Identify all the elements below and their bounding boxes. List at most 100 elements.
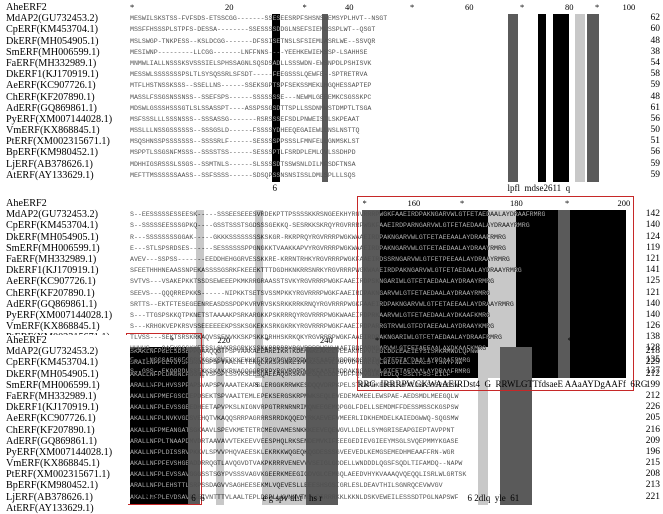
residue-count: 140 (645, 298, 660, 309)
ruler-mark: * (462, 335, 467, 345)
sequence-row: S--EESSSSSESSEESK-----SSSEESEEESVRDEKPTT… (130, 211, 546, 219)
residue-count: 212 (645, 390, 660, 401)
sequence-name: DkERF(MH054905.1) (6, 35, 99, 47)
sequence-row: HHHHS---QAEVGSSKKEESSLSVKRSGRKKSSKKRRRRR… (130, 345, 487, 353)
residue-count: 135 (645, 354, 660, 365)
sequence-name: AdERF(GQ869861.1) (6, 435, 97, 447)
sequence-name: PyERF(XM007144028.1) (6, 309, 113, 321)
sequence-name: PyERF(XM007144028.1) (6, 446, 113, 458)
sequence-name: SmERF(MH006599.1) (6, 379, 100, 391)
ruler-mark: 100 (622, 2, 636, 12)
conserved-column (216, 347, 224, 505)
ruler-mark: * (302, 2, 307, 12)
alignment-block-1: * 20 * 40 * 60 * 80 * 100 MESWILSKSTSS-FVFSDS-ETS… (0, 2, 663, 193)
sequence-name: PtERF(XM002315671.1) (6, 469, 110, 481)
sequence-name: LjERF(AB378626.1) (6, 491, 93, 503)
sequence-name: VmERF(KX868845.1) (6, 125, 100, 137)
residue-count: 128 (645, 343, 660, 354)
ruler-mark: * (375, 335, 380, 345)
ruler-mark: 160 (407, 198, 421, 208)
sequence-name: DkERF(MH054905.1) (6, 368, 99, 380)
residue-count (630, 198, 660, 209)
conserved-column (570, 210, 626, 378)
sequence-row: AKALLNFPLDAGNLPGGNCVSPSPLSSVKSEESQAEEAQG… (130, 370, 451, 378)
conserved-column (575, 14, 585, 182)
ruler-mark: * (170, 335, 175, 345)
sequence-name: MdAP2(GU732453.2) (6, 346, 98, 358)
sequence-row: AKALLNFPLEVSSGEEDHEETAPVPKSLNIGNVRPGTRRN… (130, 404, 459, 412)
ruler-mark: 240 (320, 335, 333, 345)
conserved-column (500, 347, 532, 505)
sequence-row: R---SSSSSSSSGGAK-----GKKKSSSSSSSSKSKGR-R… (130, 233, 506, 241)
sequence-name: DkERF1(KJ170919.1) (6, 402, 99, 414)
sequence-row: AKALLNFPLEVDSAVPAEIVNTTTVLAALTEPLDSPLLKV… (130, 493, 459, 501)
sequence-row: MNMWLIALLNSSSKSVSSSIELSPHSSAGNLSQSDSADLL… (130, 59, 372, 67)
ruler-mark: * (362, 198, 367, 208)
sequence-row: MEFTTMSSSSSSAASS--SSFSSSS------SDSQPSSNS… (130, 171, 356, 179)
conserved-column (478, 347, 488, 505)
sequence-name: ChERF(KF207890.1) (6, 91, 95, 103)
sequence-row: SRTTS--EKTFTESEGEENREASDSSPDPKVRVRVSKSRK… (130, 300, 514, 308)
residue-count: 125 (645, 276, 660, 287)
sequence-row: E---LNSSSAEKSEGSSKKGSKSVEKKKEKKKEKRQYRGV… (130, 356, 471, 364)
consensus-text: RRG IRRRPWGKWAAEIRDst4 G RRWLGTTfdsaeE A… (357, 379, 648, 389)
residue-count: 58 (650, 69, 661, 80)
residue-count: 119 (646, 242, 660, 253)
residue-count: 137 (645, 365, 660, 376)
consensus-text: e g spv aLt hs r (262, 493, 323, 503)
sequence-row: S---KRHGKVEPKRSVSSEEEEEEKPSSKSGKEKKSRKGK… (130, 323, 495, 331)
residue-count: 138 (645, 332, 660, 343)
sequence-row: MTFLHSTNSSKSSS--SSELLNS------SSEKSGPTSPF… (130, 82, 372, 90)
consensus-text: lpfl mdse2611 q (507, 183, 571, 193)
query-sequence-name: AheERF2 (6, 335, 47, 346)
residue-count: 60 (650, 24, 661, 35)
residue-count: 56 (650, 113, 661, 124)
ruler-mark: 180 (510, 198, 523, 208)
residue-count: 205 (645, 413, 660, 424)
sequence-row: MSQSHNSSPSSSSSSS--SSSSRLF------SESSSSPPS… (130, 138, 360, 146)
sequence-row: MSSLLLNSSGSSSSSS--SSSGSLD------FSSSSYDHE… (130, 127, 360, 135)
sequence-row: MSFSSSLLLSSSNSSS--SSSASSG-------RSRSSSEF… (130, 115, 360, 123)
sequence-row: AKALLNFPLEVSSAVGGGSSTSGYPVSSSVAGVKGEERKM… (130, 471, 467, 479)
sequence-name: AtERF(AY133629.1) (6, 169, 94, 181)
residue-count: 62 (650, 13, 661, 24)
residue-count: 140 (645, 220, 660, 231)
residue-count: 59 (650, 158, 661, 169)
conserved-column (272, 14, 280, 182)
ruler-mark: 40 (345, 2, 354, 12)
residue-count: 199 (645, 379, 660, 390)
residue-count: 61 (650, 102, 661, 113)
sequence-row: AKALLNFPLNVKVGDSVEHQTVKAQQSRRPAGRRRSRRDK… (130, 415, 459, 423)
sequence-name: BpERF(KM980452.1) (6, 480, 98, 492)
sequence-name: DkERF1(KJ170919.1) (6, 265, 99, 277)
consensus-text: a LNFp e v 6 6 (132, 493, 205, 503)
sequence-name: AtERF(AY133629.1) (6, 502, 94, 514)
sequence-name: CpERF(KM453704.1) (6, 24, 98, 36)
sequence-row: AKALLNFPMEFGSCDEPDSEKTSPVAAITEMLEPEKSERG… (130, 392, 459, 400)
conserved-column (558, 210, 570, 378)
residue-count: 215 (645, 458, 660, 469)
ruler-mark: * (567, 335, 572, 345)
sequence-name: FaERF(MH332989.1) (6, 390, 97, 402)
residue-count: 229 (645, 357, 660, 368)
sequence-row: MDHHIGSRSSSLSSGS--SSMTNLS------SLSSSSDTS… (130, 160, 356, 168)
residue-count: 141 (645, 265, 660, 276)
sequence-name: CpERF(KM453704.1) (6, 357, 98, 369)
sequence-row: ARALLNFPLEHSTTLSRPSSDAGVVSAGHEESEKMLVQEV… (130, 482, 443, 490)
ruler-mark: 20 (225, 2, 234, 12)
sequence-row: E---STLSPSRDSES------SESSSSSSPPGNGKKTVAA… (130, 244, 506, 252)
consensus-text: e (150, 379, 154, 389)
ruler-mark: 280 (517, 335, 531, 345)
sequence-row: S--GSS--EKQQPDLSSEKKSKAKKRNAGQGGRRRPYRGV… (130, 367, 471, 375)
residue-count: 209 (645, 435, 660, 446)
sequence-row: SVTVS---VSAKEPKKTSSDSEWEEEPKMKRRGRAASSTS… (130, 278, 495, 286)
conserved-column (188, 347, 200, 505)
ruler-mark: 80 (565, 2, 574, 12)
sequence-names: AheERF2 MdAP2(GU732453.2) CpERF(KM453704.1… (6, 2, 128, 181)
conserved-column (362, 210, 380, 378)
residue-count: 216 (645, 424, 660, 435)
residue-counts: 218 229 212 199 212 226 205 216 209 196 215 208 213 2… (630, 335, 660, 503)
sequence-name: AeERF(KC907726.1) (6, 80, 96, 92)
sequence-name: LjERF(AB378626.1) (6, 158, 93, 170)
sequence-row: TLVSS---SEKTSRSKRKAQVSSENVKKSKPSKKDRHHSK… (130, 334, 502, 342)
